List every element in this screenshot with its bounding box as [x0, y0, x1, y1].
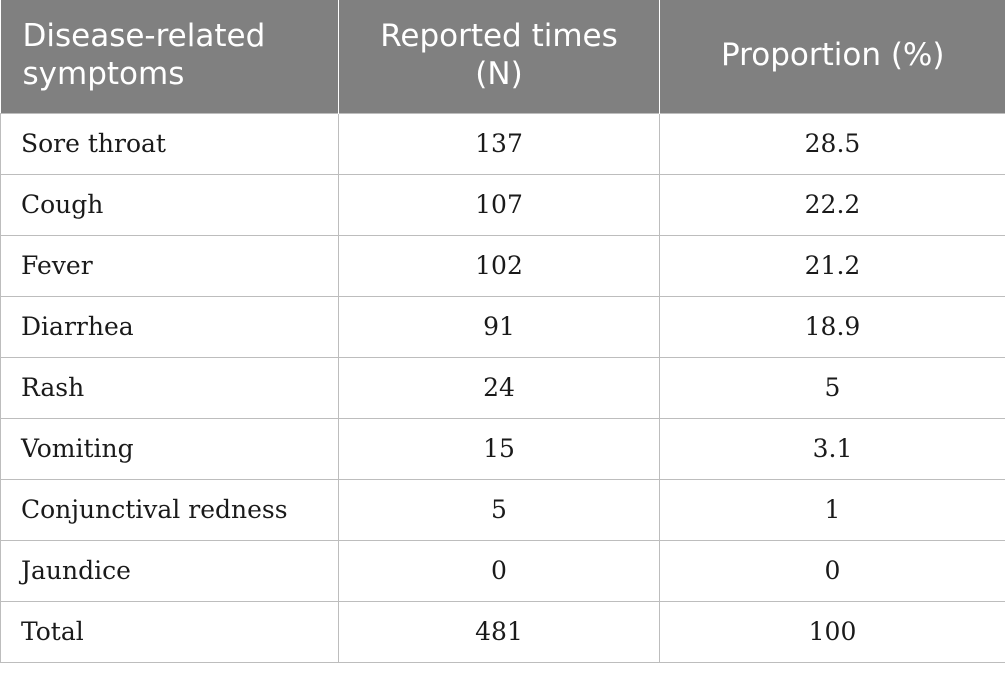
proportion-cell: 22.2 — [659, 173, 1005, 236]
symptom-cell: Diarrhea — [0, 295, 339, 358]
table-row: Sore throat 137 28.5 — [0, 112, 1005, 175]
table-row: Conjunctival redness 5 1 — [0, 478, 1005, 541]
table-row: Vomiting 15 3.1 — [0, 417, 1005, 480]
table-row: Jaundice 0 0 — [0, 539, 1005, 602]
proportion-cell: 3.1 — [659, 417, 1005, 480]
table-row-total: Total 481 100 — [0, 600, 1005, 663]
proportion-cell: 0 — [659, 539, 1005, 602]
reported-times-cell: 15 — [338, 417, 660, 480]
symptom-cell: Cough — [0, 173, 339, 236]
reported-times-cell: 107 — [338, 173, 660, 236]
header-reported-times: Reported times (N) — [338, 0, 660, 113]
symptoms-table-container: Disease-related symptoms Reported times … — [0, 0, 1005, 663]
reported-times-cell: 481 — [338, 600, 660, 663]
symptoms-table: Disease-related symptoms Reported times … — [0, 0, 1005, 663]
symptom-cell: Jaundice — [0, 539, 339, 602]
table-header: Disease-related symptoms Reported times … — [0, 0, 1005, 113]
table-row: Diarrhea 91 18.9 — [0, 295, 1005, 358]
proportion-cell: 28.5 — [659, 112, 1005, 175]
proportion-cell: 5 — [659, 356, 1005, 419]
header-proportion: Proportion (%) — [659, 0, 1005, 113]
symptom-cell: Sore throat — [0, 112, 339, 175]
symptom-cell: Total — [0, 600, 339, 663]
symptom-cell: Conjunctival redness — [0, 478, 339, 541]
reported-times-cell: 5 — [338, 478, 660, 541]
table-row: Fever 102 21.2 — [0, 234, 1005, 297]
table-body: Sore throat 137 28.5 Cough 107 22.2 Feve… — [0, 112, 1005, 663]
proportion-cell: 1 — [659, 478, 1005, 541]
proportion-cell: 100 — [659, 600, 1005, 663]
reported-times-cell: 0 — [338, 539, 660, 602]
symptom-cell: Rash — [0, 356, 339, 419]
symptom-cell: Vomiting — [0, 417, 339, 480]
table-row: Rash 24 5 — [0, 356, 1005, 419]
header-row: Disease-related symptoms Reported times … — [0, 0, 1005, 113]
proportion-cell: 21.2 — [659, 234, 1005, 297]
reported-times-cell: 91 — [338, 295, 660, 358]
table-row: Cough 107 22.2 — [0, 173, 1005, 236]
reported-times-cell: 102 — [338, 234, 660, 297]
symptom-cell: Fever — [0, 234, 339, 297]
reported-times-cell: 24 — [338, 356, 660, 419]
proportion-cell: 18.9 — [659, 295, 1005, 358]
header-symptoms: Disease-related symptoms — [0, 0, 339, 113]
reported-times-cell: 137 — [338, 112, 660, 175]
